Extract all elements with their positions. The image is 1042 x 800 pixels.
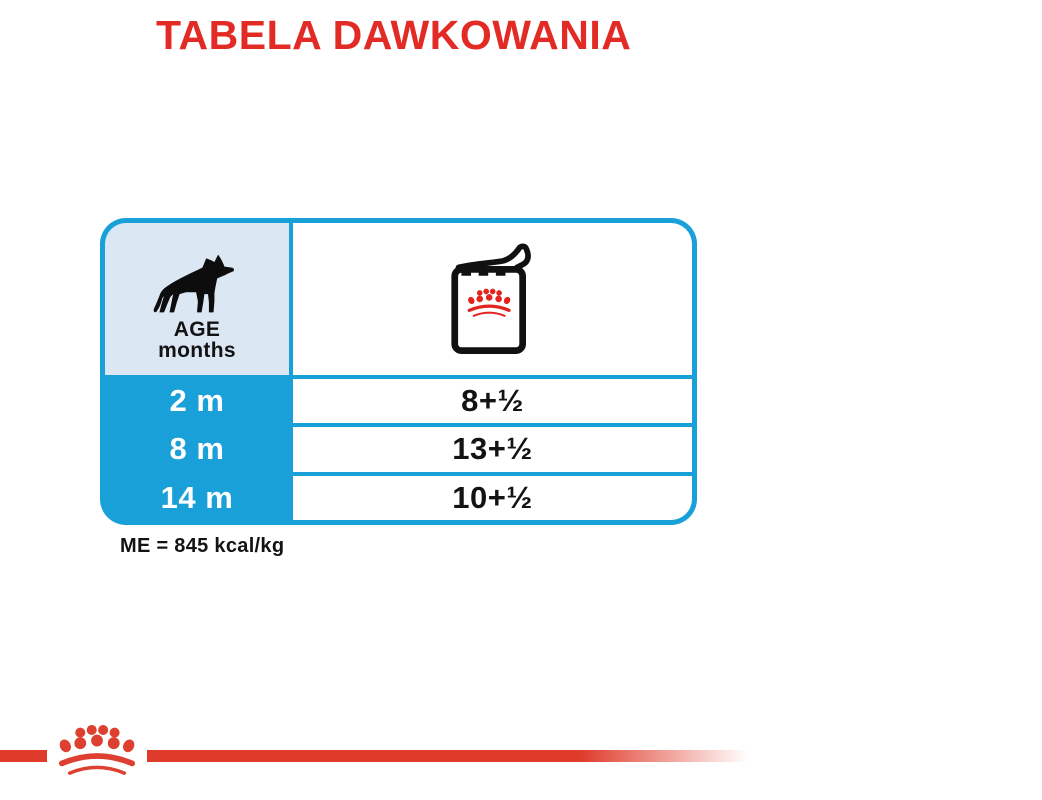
- table-row-amount: 13+½: [293, 427, 692, 472]
- wet-food-pouch-icon: [449, 242, 537, 356]
- german-shepherd-dog-icon: [147, 251, 247, 317]
- footer-red-line-left: [0, 750, 47, 762]
- dosing-table: AGE months 2 m 8+½ 8 m 13+½ 14 m 10+: [100, 218, 697, 525]
- table-row-age: 2 m: [105, 379, 289, 424]
- age-header-line2: months: [158, 339, 236, 362]
- table-row-age: 14 m: [105, 475, 289, 520]
- page-title: TABELA DAWKOWANIA: [156, 12, 632, 58]
- age-header-line1: AGE: [173, 317, 221, 341]
- table-row-age: 8 m: [105, 427, 289, 472]
- table-row-amount: 10+½: [293, 475, 692, 520]
- footer-red-line-right: [147, 750, 748, 762]
- metabolizable-energy-note: ME = 845 kcal/kg: [120, 535, 285, 557]
- table-header-age: AGE months: [105, 223, 289, 375]
- table-row-amount: 8+½: [293, 379, 692, 424]
- table-header-pouch: [293, 223, 692, 375]
- royal-canin-crown-logo: [53, 722, 141, 782]
